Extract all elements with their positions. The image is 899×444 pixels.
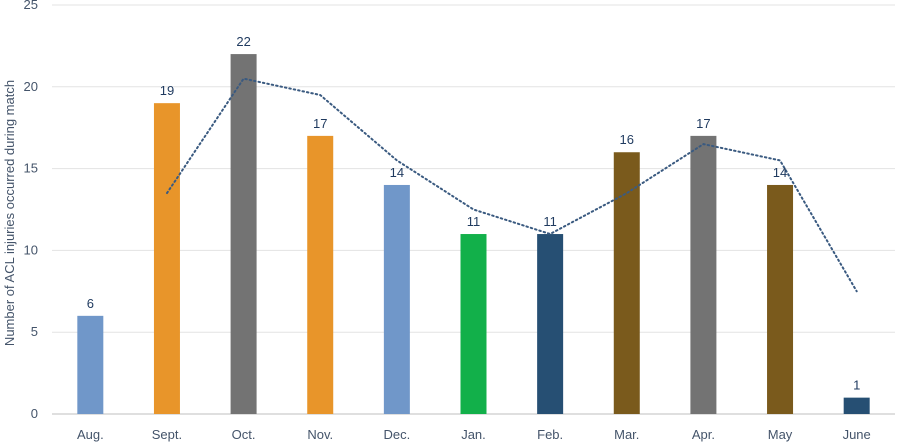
data-label: 11 xyxy=(467,214,481,229)
bar xyxy=(767,184,794,414)
bar xyxy=(460,234,487,414)
x-tick-label: Feb. xyxy=(537,427,563,442)
y-tick-label: 20 xyxy=(24,79,38,94)
x-tick-label: Nov. xyxy=(307,427,333,442)
trendline-group xyxy=(166,77,858,293)
x-axis: Aug. Sept. Oct. Nov. Dec. Jan. Feb. Mar. Apr. May… xyxy=(77,427,871,442)
y-axis: 0 5 10 15 20 25 xyxy=(24,0,38,421)
bar xyxy=(230,54,257,415)
bar xyxy=(383,184,410,414)
bar xyxy=(537,234,564,414)
data-label: 19 xyxy=(160,83,174,98)
bars xyxy=(77,54,870,415)
y-tick-label: 25 xyxy=(24,0,38,12)
bar xyxy=(613,152,640,415)
data-label: 17 xyxy=(313,116,327,131)
y-tick-label: 0 xyxy=(31,406,38,421)
trendline xyxy=(166,77,858,293)
data-label: 17 xyxy=(696,116,710,131)
x-tick-label: Jan. xyxy=(461,427,486,442)
x-tick-label: Aug. xyxy=(77,427,104,442)
bar xyxy=(307,135,334,414)
y-tick-label: 5 xyxy=(31,324,38,339)
y-tick-label: 15 xyxy=(24,161,38,176)
data-labels: 6 19 22 17 14 11 11 16 17 14 1 xyxy=(87,34,861,393)
bar xyxy=(690,135,717,414)
bar xyxy=(153,103,180,414)
x-tick-label: Apr. xyxy=(692,427,715,442)
data-label: 22 xyxy=(236,34,250,49)
bar xyxy=(843,397,870,414)
bar xyxy=(77,315,104,414)
x-tick-label: Mar. xyxy=(614,427,639,442)
y-tick-label: 10 xyxy=(24,242,38,257)
data-label: 6 xyxy=(87,296,94,311)
y-axis-title: Number of ACL injuries occurred during m… xyxy=(2,80,17,346)
x-tick-label: Sept. xyxy=(152,427,182,442)
data-label: 14 xyxy=(390,165,404,180)
data-label: 16 xyxy=(620,132,634,147)
x-tick-label: Dec. xyxy=(383,427,410,442)
x-tick-label: Oct. xyxy=(232,427,256,442)
x-tick-label: May xyxy=(768,427,793,442)
data-label: 14 xyxy=(773,165,787,180)
x-tick-label: June xyxy=(843,427,871,442)
data-label: 1 xyxy=(853,378,860,393)
data-label: 11 xyxy=(543,214,557,229)
